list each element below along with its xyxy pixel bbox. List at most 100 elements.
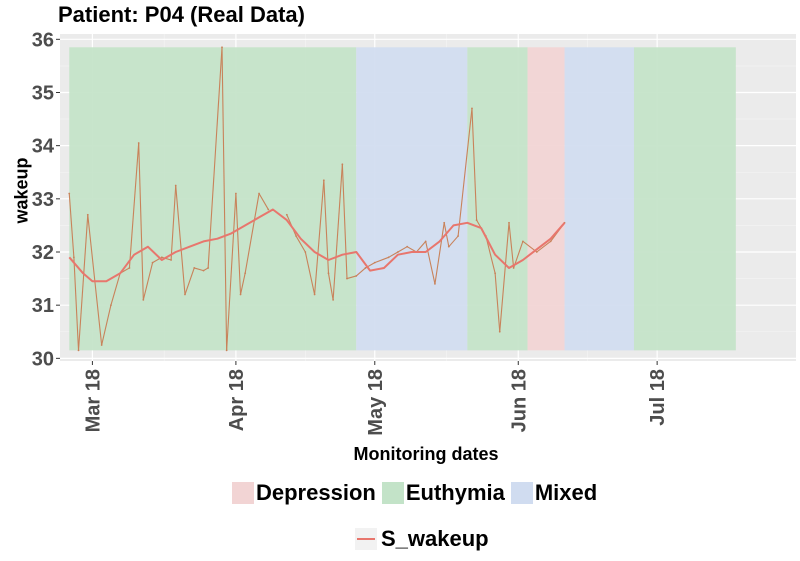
raw-point — [68, 192, 71, 195]
y-tick-label: 30 — [32, 348, 54, 370]
legend-item-euthymia: Euthymia — [381, 480, 505, 506]
raw-point — [86, 213, 89, 216]
legend-label-euthymia: Euthymia — [405, 480, 505, 505]
band-euthymia — [633, 47, 736, 351]
raw-segment — [471, 108, 478, 221]
raw-point — [508, 221, 510, 224]
raw-point — [447, 245, 450, 248]
legend-item-depression: Depression — [232, 480, 376, 506]
raw-segment — [221, 47, 228, 351]
raw-segment — [485, 235, 496, 274]
band-mixed — [564, 47, 634, 351]
raw-segment — [388, 251, 399, 258]
raw-segment — [68, 193, 75, 258]
raw-point — [313, 293, 316, 296]
raw-point — [346, 277, 348, 280]
raw-point — [110, 304, 112, 307]
raw-point — [364, 267, 367, 269]
raw-point — [207, 267, 210, 269]
raw-point — [184, 293, 186, 296]
raw-segment — [239, 273, 246, 295]
chart-title: Patient: P04 (Real Data) — [58, 2, 305, 27]
raw-point — [202, 269, 205, 272]
raw-point — [72, 256, 75, 259]
raw-segment — [235, 193, 242, 295]
raw-segment — [194, 267, 204, 272]
raw-segment — [536, 240, 552, 253]
raw-point — [285, 213, 288, 216]
raw-point — [521, 240, 524, 243]
legend-key-euthymia — [381, 482, 404, 504]
raw-segment — [448, 235, 459, 248]
raw-segment — [416, 241, 427, 253]
raw-segment — [142, 262, 154, 300]
legend-item-mixed: Mixed — [510, 480, 598, 506]
raw-segment — [323, 180, 330, 274]
raw-point — [221, 46, 223, 49]
x-tick-label: Jun 18 — [508, 369, 530, 432]
raw-segment — [170, 185, 177, 261]
raw-point — [258, 192, 260, 195]
raw-segment — [327, 273, 334, 300]
raw-segment — [207, 47, 223, 268]
raw-segment — [341, 164, 348, 279]
x-tick-label: May 18 — [365, 369, 387, 436]
legend-label-depression: Depression — [256, 480, 376, 505]
raw-point — [128, 267, 131, 269]
raw-segment — [77, 214, 89, 351]
raw-point — [387, 256, 390, 259]
raw-point — [355, 275, 358, 277]
raw-point — [160, 256, 163, 259]
raw-segment — [138, 142, 144, 300]
legend-label-s-wakeup: S_wakeup — [381, 526, 489, 551]
raw-point — [475, 219, 478, 221]
raw-point — [322, 179, 325, 182]
raw-point — [174, 184, 177, 187]
raw-point — [304, 251, 307, 253]
raw-segment — [434, 222, 445, 284]
y-tick-label: 35 — [32, 82, 54, 104]
raw-point — [535, 251, 538, 253]
y-tick-label: 36 — [32, 29, 54, 51]
raw-point — [100, 344, 103, 346]
raw-segment — [425, 241, 436, 285]
x-tick-label: Mar 18 — [82, 369, 104, 432]
band-mixed — [356, 47, 468, 351]
raw-point — [234, 192, 237, 195]
raw-segment — [258, 193, 269, 210]
y-tick-label: 34 — [32, 136, 55, 158]
raw-point — [424, 240, 427, 243]
raw-segment — [226, 193, 237, 351]
raw-point — [267, 208, 270, 211]
raw-segment — [304, 251, 316, 295]
x-axis-label: Monitoring dates — [353, 444, 499, 464]
raw-segment — [175, 185, 186, 295]
raw-segment — [73, 257, 80, 351]
raw-segment — [87, 214, 103, 346]
raw-segment — [101, 305, 112, 346]
raw-segment — [374, 256, 389, 264]
raw-point — [498, 330, 501, 333]
raw-point — [193, 267, 196, 269]
raw-segment — [494, 273, 501, 332]
legend-label-mixed: Mixed — [534, 480, 598, 505]
x-tick-label: Apr 18 — [226, 369, 248, 431]
raw-point — [225, 349, 228, 352]
legend-key-s-wakeup — [355, 528, 377, 550]
band-depression — [527, 47, 565, 351]
raw-point — [471, 107, 473, 110]
raw-point — [77, 349, 80, 352]
y-tick-label: 33 — [32, 189, 54, 211]
raw-segment — [346, 275, 357, 280]
y-tick-label: 32 — [32, 242, 54, 264]
raw-point — [244, 272, 247, 275]
raw-segment — [110, 273, 121, 306]
raw-point — [239, 293, 242, 296]
raw-point — [397, 251, 399, 253]
series-line-s-wakeup — [68, 208, 566, 283]
raw-segment — [499, 222, 510, 332]
raw-point — [142, 298, 145, 301]
raw-point — [406, 245, 409, 248]
legend-key-mixed — [510, 482, 533, 504]
raw-point — [434, 283, 436, 285]
